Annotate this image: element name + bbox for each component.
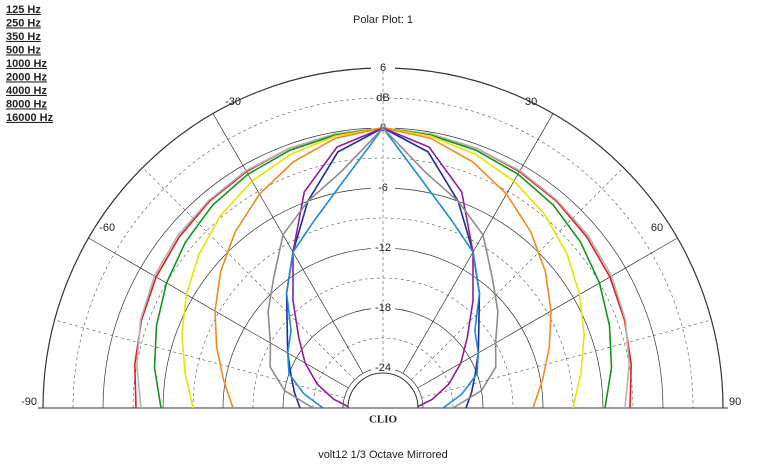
spoke xyxy=(402,113,554,374)
series-line xyxy=(382,127,481,408)
series-line xyxy=(382,127,474,408)
r-label-bg xyxy=(371,60,395,75)
series-line xyxy=(382,127,631,408)
minor-spoke xyxy=(142,167,355,380)
legend-entry: 350 Hz xyxy=(6,31,41,43)
centre-cap xyxy=(347,372,419,409)
chart-title: Polar Plot: 1 xyxy=(353,14,413,26)
series-line xyxy=(267,127,384,408)
theta-tick-label: -30 xyxy=(225,96,241,108)
series-line xyxy=(382,127,633,408)
series-line xyxy=(285,127,384,408)
series-line xyxy=(382,127,552,408)
series-line xyxy=(135,127,384,408)
legend-entry: 4000 Hz xyxy=(6,85,47,97)
minor-ring xyxy=(72,97,694,409)
chart-subtitle: volt12 1/3 Octave Mirrored xyxy=(318,449,448,461)
legend-entry: 2000 Hz xyxy=(6,71,47,83)
spoke xyxy=(88,237,349,389)
series-line xyxy=(382,127,499,408)
spoke xyxy=(417,237,678,389)
legend-entry: 1000 Hz xyxy=(6,58,47,70)
legend-entry: 8000 Hz xyxy=(6,98,47,110)
legend-entry: 16000 Hz xyxy=(6,112,54,124)
series-line xyxy=(292,127,384,408)
theta-tick-label: 90 xyxy=(729,396,741,408)
brand: CLIO xyxy=(369,414,398,426)
series-line xyxy=(133,127,384,408)
series-line xyxy=(181,127,384,408)
legend-entry: 250 Hz xyxy=(6,17,41,29)
series-line xyxy=(285,127,384,408)
minor-spoke xyxy=(54,319,345,398)
series-line xyxy=(214,127,384,408)
theta-tick-label: -60 xyxy=(99,222,115,234)
series-line xyxy=(382,127,613,408)
minor-spoke xyxy=(421,319,712,398)
minor-ring xyxy=(252,277,514,409)
minor-spoke xyxy=(411,167,624,380)
theta-tick-label: -90 xyxy=(21,396,37,408)
series-line xyxy=(153,127,384,408)
series-group xyxy=(133,127,633,408)
legend-entry: 125 Hz xyxy=(6,4,41,16)
theta-tick-label: 30 xyxy=(525,96,537,108)
series-line xyxy=(382,127,481,408)
legend-entry: 500 Hz xyxy=(6,44,41,56)
spoke xyxy=(212,113,364,374)
r-tick-label: 6 xyxy=(380,62,386,74)
theta-tick-label: 60 xyxy=(651,222,663,234)
series-line xyxy=(382,127,585,408)
